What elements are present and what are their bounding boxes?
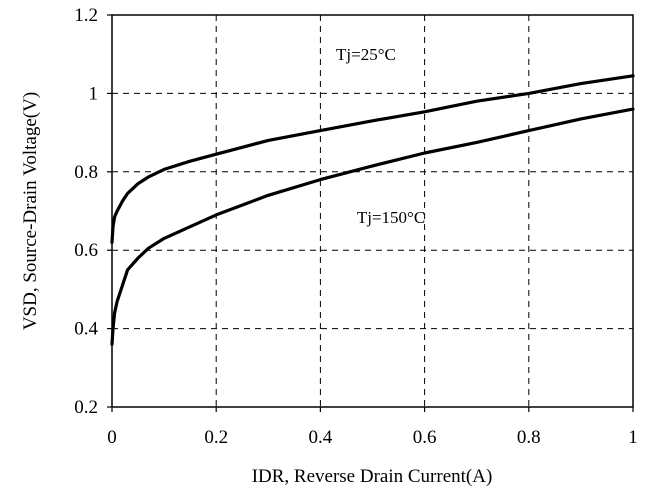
x-tick-label-0: 0 bbox=[107, 427, 117, 448]
series-line-1 bbox=[110, 107, 635, 346]
y-tick-label-1: 0.4 bbox=[74, 319, 98, 340]
x-axis-label: IDR, Reverse Drain Current(A) bbox=[252, 466, 493, 487]
x-tick-label-1: 0.2 bbox=[204, 427, 228, 448]
x-tick-label-5: 1 bbox=[628, 427, 638, 448]
y-tick-label-3: 0.8 bbox=[74, 162, 98, 183]
grid-lines bbox=[107, 14, 634, 412]
series-line-0 bbox=[110, 74, 635, 244]
annotation-0: Tj=25°C bbox=[336, 45, 396, 64]
y-axis-label: VSD, Source-Drain Voltage(V) bbox=[20, 92, 41, 330]
y-tick-labels: 0.2 0.4 0.6 0.8 1 1.2 bbox=[74, 5, 98, 418]
y-tick-label-2: 0.6 bbox=[74, 240, 98, 261]
annotations: Tj=25°C Tj=150°C bbox=[336, 45, 425, 227]
x-tick-labels: 0 0.2 0.4 0.6 0.8 1 bbox=[107, 427, 638, 448]
x-tick-label-4: 0.8 bbox=[517, 427, 541, 448]
y-tick-label-4: 1 bbox=[89, 83, 99, 104]
y-tick-label-0: 0.2 bbox=[74, 397, 98, 418]
plot-frame bbox=[111, 14, 634, 408]
annotation-1: Tj=150°C bbox=[357, 208, 425, 227]
x-tick-label-2: 0.4 bbox=[309, 427, 333, 448]
y-tick-label-5: 1.2 bbox=[74, 5, 98, 26]
x-tick-label-3: 0.6 bbox=[413, 427, 437, 448]
series-lines bbox=[110, 74, 635, 346]
